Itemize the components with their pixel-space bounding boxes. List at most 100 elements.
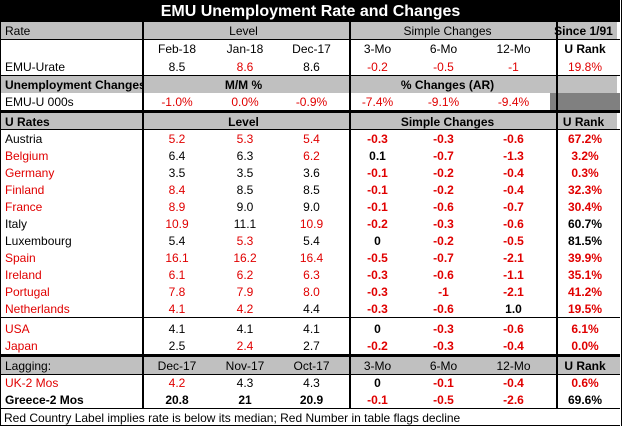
value-cell: 35.1%	[567, 267, 603, 282]
value-cell: 3.2%	[571, 148, 599, 163]
column-divider	[621, 0, 622, 426]
column-divider	[142, 22, 144, 408]
value-cell: 6.2	[236, 267, 254, 282]
lagging-header-cell: 12-Mo	[477, 357, 550, 374]
country-label: Belgium	[5, 148, 49, 163]
value-cell: -0.1	[433, 375, 454, 390]
country-row-usa: USA 4.1 4.1 4.1 0 -0.3 -0.6 6.1%	[1, 320, 620, 337]
rate-subheader-row: Feb-18 Jan-18 Dec-17 3-Mo 6-Mo 12-Mo U Rank	[1, 40, 620, 58]
value-cell: 4.1	[168, 301, 186, 316]
u-rank-header: U Rank	[564, 42, 606, 56]
value-cell: 6.1	[168, 267, 186, 282]
blank-cell	[550, 93, 620, 110]
country-row-ireland: Ireland 6.1 6.2 6.3 -0.3 -0.6 -1.1 35.1%	[1, 266, 620, 283]
rate-header-row: Rate Level Simple Changes Since 1/91	[1, 22, 620, 39]
blank-cell	[550, 76, 617, 93]
subheader-cell: 6-Mo	[429, 42, 458, 56]
country-label: UK-2 Mos	[5, 375, 59, 390]
value-cell: 4.2	[236, 301, 254, 316]
country-row-finland: Finland 8.4 8.5 8.5 -0.1 -0.2 -0.4 32.3%	[1, 181, 620, 198]
value-cell: 9.0	[236, 199, 254, 214]
column-divider	[349, 22, 351, 408]
country-label: Netherlands	[5, 301, 70, 316]
lagging-header-cell: U Rank	[550, 357, 620, 374]
value-cell: 8.5	[168, 59, 186, 74]
value-cell: -0.2	[367, 216, 388, 231]
value-cell: -1.1	[503, 267, 524, 282]
value-cell: -1	[508, 59, 519, 74]
row-label: EMU-Urate	[5, 59, 66, 74]
value-cell: 8.6	[303, 59, 320, 74]
value-cell: -0.4	[503, 165, 524, 180]
value-cell: 19.8%	[567, 59, 603, 74]
subheader-cell: 12-Mo	[496, 42, 531, 56]
value-cell: 5.3	[236, 131, 254, 146]
value-cell: 10.9	[299, 216, 324, 231]
value-cell: 39.9%	[567, 250, 603, 265]
value-cell: -2.1	[503, 284, 524, 299]
value-cell: 2.5	[168, 338, 186, 353]
value-cell: -0.5	[433, 59, 454, 74]
value-cell: -0.1	[367, 392, 388, 407]
value-cell: 4.3	[303, 375, 320, 390]
subheader-cell: Feb-18	[157, 42, 197, 56]
value-cell: 0	[374, 233, 381, 248]
divider-line	[1, 0, 620, 1]
value-cell: 81.5%	[567, 233, 603, 248]
value-cell: -9.4%	[497, 94, 530, 109]
value-cell: -0.6	[503, 216, 524, 231]
value-cell: -0.3	[367, 284, 388, 299]
value-cell: 6.4	[168, 148, 186, 163]
since-header: Since 1/91	[550, 22, 617, 39]
value-cell: -0.7	[433, 250, 454, 265]
value-cell: 0.0%	[231, 94, 259, 109]
country-row-germany: Germany 3.5 3.5 3.6 -0.1 -0.2 -0.4 0.3%	[1, 164, 620, 181]
lagging-header-cell: Dec-17	[142, 357, 212, 374]
country-label: Greece-2 Mos	[5, 392, 84, 407]
value-cell: 8.6	[236, 59, 254, 74]
country-row-france: France 8.9 9.0 9.0 -0.1 -0.6 -0.7 30.4%	[1, 198, 620, 215]
value-cell: -0.2	[367, 338, 388, 353]
country-label: Austria	[5, 131, 43, 146]
u-rank-header: U Rank	[550, 113, 617, 130]
value-cell: -0.3	[433, 338, 454, 353]
value-cell: 4.1	[168, 321, 186, 336]
value-cell: 10.9	[165, 216, 189, 231]
value-cell: 67.2%	[567, 131, 603, 146]
value-cell: 60.7%	[567, 216, 603, 231]
value-cell: 20.9	[299, 392, 324, 407]
lagging-header-cell: 3-Mo	[345, 357, 410, 374]
value-cell: 8.5	[236, 182, 254, 197]
value-cell: 4.3	[236, 375, 254, 390]
pct-changes-header: % Changes (AR)	[345, 76, 550, 93]
value-cell: -0.1	[367, 199, 388, 214]
value-cell: 21	[238, 392, 252, 407]
country-label: Portugal	[5, 284, 50, 299]
value-cell: 4.1	[236, 321, 254, 336]
country-label: Luxembourg	[5, 233, 72, 248]
value-cell: 5.4	[168, 233, 186, 248]
divider-line	[1, 354, 620, 357]
value-cell: 8.4	[168, 182, 186, 197]
country-label: Ireland	[5, 267, 42, 282]
value-cell: 16.4	[299, 250, 324, 265]
lagging-header-cell: Lagging:	[1, 357, 142, 374]
value-cell: 16.1	[165, 250, 189, 265]
value-cell: -9.1%	[427, 94, 460, 109]
value-cell: 6.3	[303, 267, 320, 282]
value-cell: 3.5	[236, 165, 254, 180]
value-cell: 0.0%	[571, 338, 599, 353]
u-rates-label: U Rates	[1, 113, 142, 130]
value-cell: -1.3	[503, 148, 524, 163]
value-cell: -0.2	[433, 233, 454, 248]
value-cell: -0.3	[367, 131, 388, 146]
value-cell: 6.3	[236, 148, 254, 163]
table-footnote: Red Country Label implies rate is below …	[4, 411, 461, 425]
value-cell: 5.4	[303, 233, 320, 248]
value-cell: 1.0	[505, 301, 522, 316]
value-cell: -0.4	[503, 338, 524, 353]
country-label: USA	[5, 321, 30, 336]
value-cell: 20.8	[165, 392, 189, 407]
value-cell: 0.1	[369, 148, 386, 163]
value-cell: 41.2%	[567, 284, 603, 299]
